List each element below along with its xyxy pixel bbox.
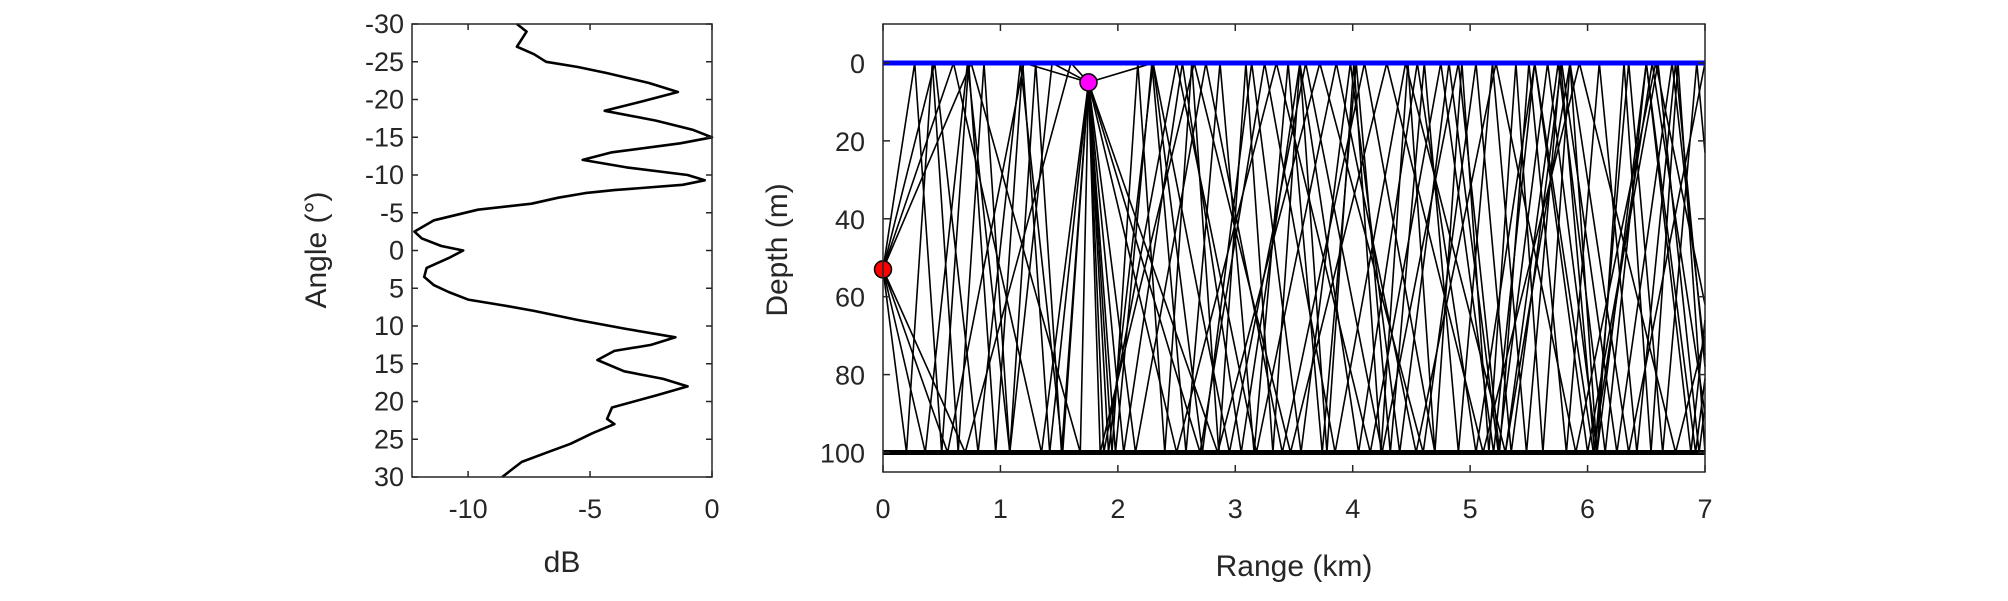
ray-path [882,62,1090,454]
ray-trace-x-tick-label: 4 [1345,494,1360,524]
angle-spectrum-line [413,22,714,479]
ray-trace-y-tick-label: 0 [850,49,865,79]
angle-spectrum-y-tick-label: 5 [389,273,404,303]
ray-path [882,62,1089,454]
ray-path [1087,62,1706,454]
ray-path [882,62,1090,454]
angle-spectrum-x-tick-label: -10 [449,494,488,524]
angle-spectrum-y-tick-label: 25 [374,424,404,454]
angle-spectrum-y-tick-label: 15 [374,349,404,379]
angle-spectrum-y-tick-label: 10 [374,311,404,341]
ray-trace-axes-box [882,23,1706,473]
angle-spectrum-y-tick-label: 0 [389,236,404,266]
angle-spectrum-ticks: -10 -5 0 -30 -25 -20 -15 -10 -5 0 5 10 15 20 25 30 [365,9,720,524]
ray-trace-y-tick-label: 80 [835,361,865,391]
angle-spectrum-x-label: dB [544,546,581,579]
ray-trace-x-tick-label: 0 [875,494,890,524]
ray-trace-x-label: Range (km) [1216,550,1373,583]
angle-spectrum-y-label: Angle (°) [300,191,333,308]
ray-trace-panel: 0 1 2 3 4 5 6 7 0 20 40 60 80 100 Range (km) Depth (m… [761,23,1713,583]
angle-spectrum-x-tick-label: 0 [704,494,719,524]
ray-path [1087,62,1706,454]
angle-spectrum-y-tick-label: 30 [374,462,404,492]
ray-trace-x-tick-label: 1 [993,494,1008,524]
ray-trace-y-tick-label: 20 [835,127,865,157]
ray-trace-ticks: 0 1 2 3 4 5 6 7 0 20 40 60 80 100 [820,24,1713,524]
ray-path [1087,62,1706,454]
ray-trace-y-tick-label: 40 [835,205,865,235]
ray-trace-x-tick-label: 5 [1463,494,1478,524]
ray-path [1087,62,1706,454]
ray-path [1087,62,1706,454]
angle-spectrum-y-tick-label: -15 [365,122,404,152]
angle-spectrum-y-tick-label: -5 [380,198,404,228]
ray-trace-y-tick-label: 60 [835,283,865,313]
ray-trace-y-tick-label: 100 [820,439,865,469]
angle-spectrum-panel: -10 -5 0 -30 -25 -20 -15 -10 -5 0 5 10 15 20 25 30 dB A… [300,9,720,579]
ray-trace-x-tick-label: 7 [1697,494,1712,524]
angle-spectrum-y-tick-label: -30 [365,9,404,39]
angle-spectrum-y-tick-label: -20 [365,85,404,115]
ray-path [1087,62,1706,454]
ray-trace-x-tick-label: 2 [1110,494,1125,524]
ray-path [882,62,1090,454]
angle-spectrum-y-tick-label: -10 [365,160,404,190]
receiver-marker [1079,73,1098,92]
angle-spectrum-y-tick-label: -25 [365,47,404,77]
ray-trace-x-tick-label: 3 [1228,494,1243,524]
angle-spectrum-plot-area [413,22,714,479]
ray-trace-y-label: Depth (m) [761,183,794,316]
angle-spectrum-x-tick-label: -5 [578,494,602,524]
angle-spectrum-y-tick-label: 20 [374,387,404,417]
ray-path [882,62,1089,454]
ray-trace-x-tick-label: 6 [1580,494,1595,524]
ray-path [882,62,1090,454]
ray-trace-plot-area [873,60,1706,456]
